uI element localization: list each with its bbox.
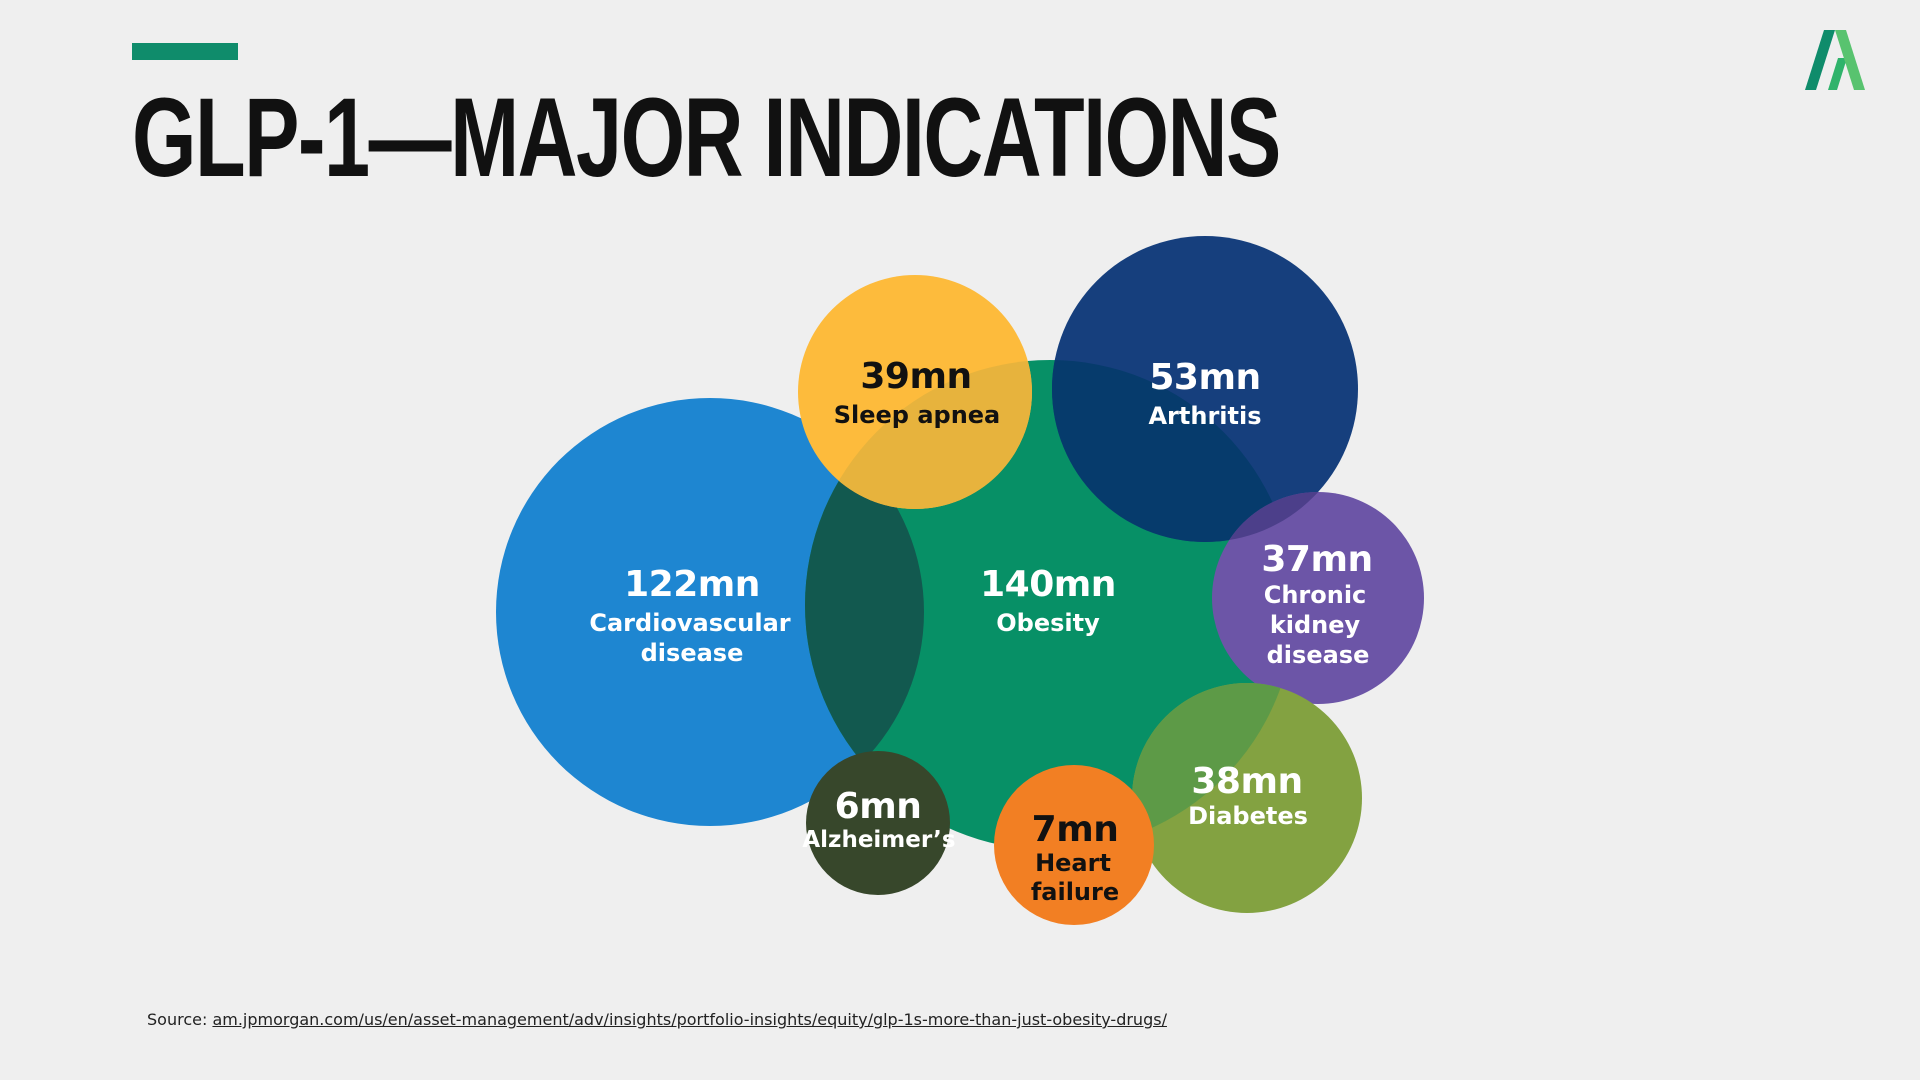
heart-failure-label-line-2: failure: [1031, 878, 1119, 906]
cardiovascular-value: 122mn: [624, 564, 760, 605]
bubble-heart-failure: [994, 765, 1154, 925]
page-title: GLP-1—MAJOR INDICATIONS: [132, 75, 1281, 200]
heart-failure-value: 7mn: [1032, 809, 1119, 850]
sleep-apnea-value: 39mn: [860, 356, 971, 397]
alzheimers-value: 6mn: [835, 786, 922, 827]
chronic-kidney-label-line-3: disease: [1267, 641, 1370, 669]
accent-bar: [132, 43, 238, 60]
diabetes-value: 38mn: [1191, 761, 1302, 802]
chronic-kidney-label-line-2: kidney: [1270, 611, 1361, 639]
overlap-sleep-apnea-obesity: [805, 360, 1032, 509]
obesity-value: 140mn: [980, 564, 1116, 605]
arthritis-label: Arthritis: [1148, 402, 1261, 430]
arthritis-value: 53mn: [1149, 357, 1260, 398]
heart-failure-label-line-1: Heart: [1035, 849, 1111, 877]
obesity-label: Obesity: [996, 609, 1100, 637]
green-peak-logo-icon: [1805, 30, 1865, 90]
source-prefix: Source:: [147, 1010, 208, 1029]
sleep-apnea-label: Sleep apnea: [834, 401, 1001, 429]
bubble-chronic-kidney-disease: [1212, 492, 1424, 704]
bubble-alzheimers: [806, 751, 950, 895]
source-link[interactable]: am.jpmorgan.com/us/en/asset-management/a…: [212, 1010, 1167, 1029]
bubble-cardiovascular: [496, 398, 924, 826]
chronic-kidney-value: 37mn: [1261, 539, 1372, 580]
chronic-kidney-label-line-1: Chronic: [1264, 581, 1367, 609]
overlap-arthritis-obesity: [1052, 360, 1295, 542]
source-citation: Source: am.jpmorgan.com/us/en/asset-mana…: [147, 1010, 1167, 1029]
cardiovascular-label-line-1: Cardiovascular: [589, 609, 790, 637]
alzheimers-label: Alzheimer’s: [802, 827, 955, 853]
diabetes-label: Diabetes: [1188, 802, 1308, 830]
cardiovascular-label-line-2: disease: [641, 639, 744, 667]
overlap-diabetes-obesity: [1132, 683, 1295, 850]
